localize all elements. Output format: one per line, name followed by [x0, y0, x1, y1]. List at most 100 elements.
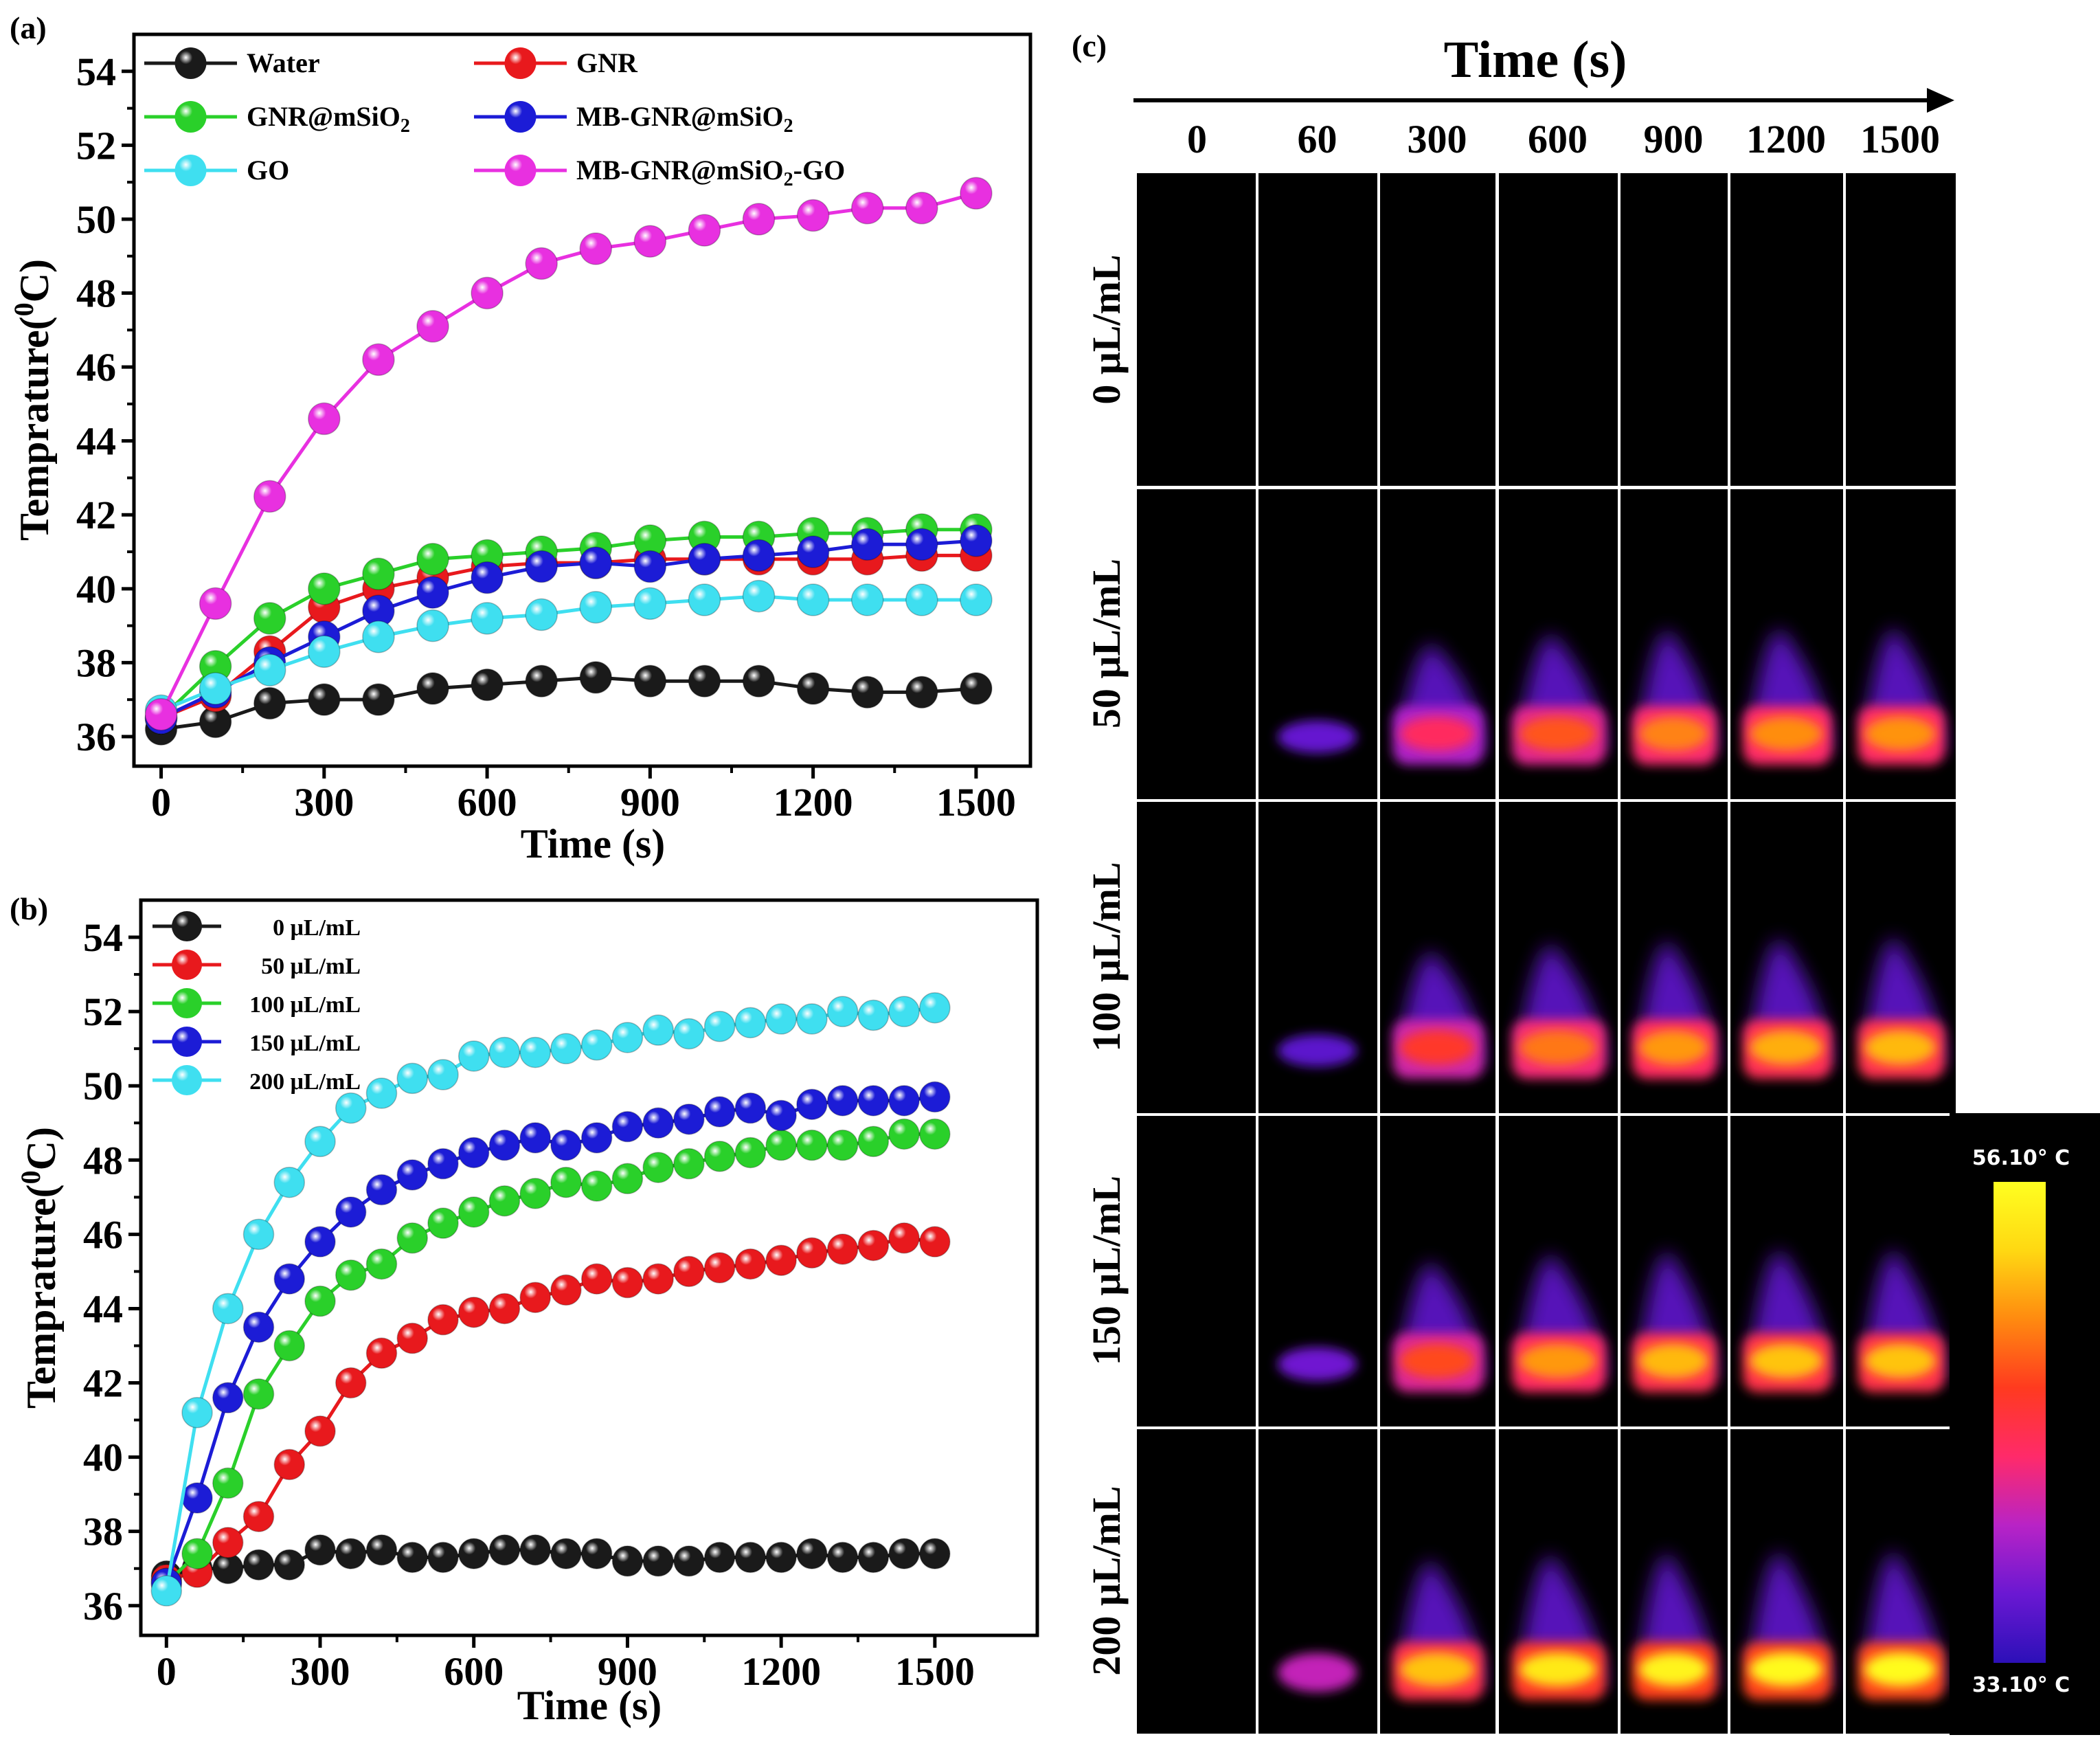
b-x-tick-label: 0 — [157, 1649, 177, 1694]
b-y-tick-label: 54 — [83, 915, 123, 960]
a-series-line-water — [161, 675, 977, 731]
b-point-150-l-ml — [673, 1104, 705, 1135]
thermal-image-cell — [1137, 173, 1257, 486]
panel-c-time-arrow-head — [1927, 88, 1954, 113]
colorbar-max-label: 56.10° C — [1972, 1146, 2070, 1170]
thermal-blob-core — [1399, 1653, 1475, 1687]
thermal-blob — [1512, 943, 1606, 1079]
b-legend-label-100-l-ml: 100 μL/mL — [249, 992, 361, 1018]
b-point-100-l-ml — [304, 1285, 336, 1317]
colorbar-gradient — [1994, 1182, 2046, 1663]
a-series-line-mb-gnr-msio2-go — [159, 191, 977, 715]
b-legend-marker-200-l-ml — [172, 1065, 202, 1095]
legend-text: GO — [247, 155, 289, 186]
thermal-blob-core — [1519, 1343, 1596, 1378]
b-point-150-l-ml — [703, 1096, 736, 1128]
a-point-mb-gnr-msio2 — [471, 561, 504, 594]
a-point-water — [850, 675, 884, 709]
a-y-tick-label: 52 — [76, 123, 116, 168]
b-point-200-l-ml — [212, 1292, 244, 1325]
b-x-tick-label: 1200 — [741, 1649, 821, 1694]
b-point-200-l-ml — [826, 996, 859, 1027]
time-label-1500s: 1500 — [1860, 117, 1940, 161]
panel-c-colorbar: 56.10° C 33.10° C — [1950, 1113, 2100, 1735]
thermal-image-cell — [1137, 1428, 1257, 1734]
b-point-200-l-ml — [242, 1218, 275, 1251]
a-point-water — [960, 672, 993, 705]
b-point-200-l-ml — [765, 1003, 797, 1035]
b-x-tick-label: 900 — [598, 1649, 657, 1694]
time-label-60s: 60 — [1298, 117, 1337, 161]
legend-text: MB-GNR@mSiO — [576, 155, 784, 186]
thermal-blob — [1632, 940, 1717, 1079]
concentration-label-200-l-ml: 200 μL/mL — [1084, 1486, 1129, 1675]
a-series-line-gnr — [160, 553, 976, 720]
thermal-blob-core — [1864, 716, 1936, 751]
thermal-blob-core — [1864, 1030, 1936, 1065]
a-point-gnr-msio2 — [308, 572, 341, 605]
a-point-go — [960, 583, 993, 616]
a-y-tick-label: 40 — [76, 567, 116, 612]
b-point-150-l-ml — [826, 1085, 859, 1117]
b-point-100-l-ml — [458, 1196, 490, 1228]
b-point-100-l-ml — [765, 1129, 797, 1161]
thermal-blob-core — [1638, 1653, 1708, 1687]
thermal-blob — [1392, 1560, 1484, 1701]
b-point-0-l-ml — [396, 1541, 428, 1574]
a-legend-label-mb-gnr-msio2: MB-GNR@mSiO2 — [576, 101, 793, 137]
thermal-blob — [1742, 628, 1832, 765]
b-legend-marker-0-l-ml — [172, 911, 202, 941]
legend-suffix: -GO — [793, 155, 846, 186]
b-point-150-l-ml — [242, 1311, 275, 1343]
b-legend-label-0-l-ml: 0 μL/mL — [273, 915, 361, 941]
thermal-blob — [1858, 1550, 1945, 1701]
a-point-go — [362, 620, 395, 653]
a-point-water — [633, 664, 667, 698]
panel-b-series — [150, 992, 951, 1607]
a-point-go — [199, 672, 232, 705]
thermal-blob-core — [1749, 1343, 1823, 1378]
b-point-200-l-ml — [458, 1040, 490, 1072]
a-point-mb-gnr-msio2-go — [688, 214, 721, 247]
thermal-image-cell — [1379, 173, 1495, 486]
b-point-50-l-ml — [396, 1322, 428, 1354]
b-point-200-l-ml — [273, 1166, 306, 1198]
b-point-200-l-ml — [427, 1059, 459, 1090]
thermal-blob-core — [1749, 1653, 1823, 1687]
a-point-water — [253, 686, 286, 720]
thermal-blob — [1742, 938, 1832, 1079]
a-legend-marker-water — [174, 47, 207, 79]
a-y-tick-label: 42 — [76, 493, 116, 537]
a-point-mb-gnr-msio2 — [796, 535, 830, 568]
b-y-tick-label: 50 — [83, 1064, 123, 1108]
b-point-50-l-ml — [796, 1237, 828, 1269]
a-point-mb-gnr-msio2-go — [416, 310, 449, 343]
a-x-tick-label: 600 — [458, 780, 517, 825]
a-point-mb-gnr-msio2 — [525, 550, 558, 583]
a-y-tick-label: 38 — [76, 640, 116, 685]
panel-c-label: (c) — [1072, 28, 1107, 63]
b-y-tick-label: 40 — [83, 1435, 123, 1480]
b-point-50-l-ml — [611, 1266, 644, 1299]
a-point-mb-gnr-msio2-go — [960, 177, 993, 210]
a-point-water — [416, 672, 449, 705]
a-point-gnr-msio2 — [416, 543, 449, 576]
b-point-150-l-ml — [181, 1482, 213, 1514]
panel-a-y-label-tail: C) — [12, 259, 57, 302]
b-y-tick-label: 42 — [83, 1361, 123, 1406]
a-point-mb-gnr-msio2-go — [796, 199, 830, 232]
time-label-900s: 900 — [1644, 117, 1704, 161]
a-point-mb-gnr-msio2-go — [742, 203, 776, 236]
panel-a-y-label-main: Temprature( — [12, 316, 57, 541]
b-point-100-l-ml — [734, 1137, 767, 1169]
b-point-200-l-ml — [857, 999, 890, 1031]
b-point-50-l-ml — [488, 1292, 521, 1325]
panel-a-y-label-superscript: 0 — [8, 302, 39, 316]
b-point-50-l-ml — [580, 1263, 613, 1295]
b-point-100-l-ml — [611, 1163, 644, 1195]
a-series-line-go — [160, 594, 976, 713]
thermal-blob — [1858, 627, 1945, 765]
panel-b-y-label-tail: C) — [19, 1127, 64, 1170]
